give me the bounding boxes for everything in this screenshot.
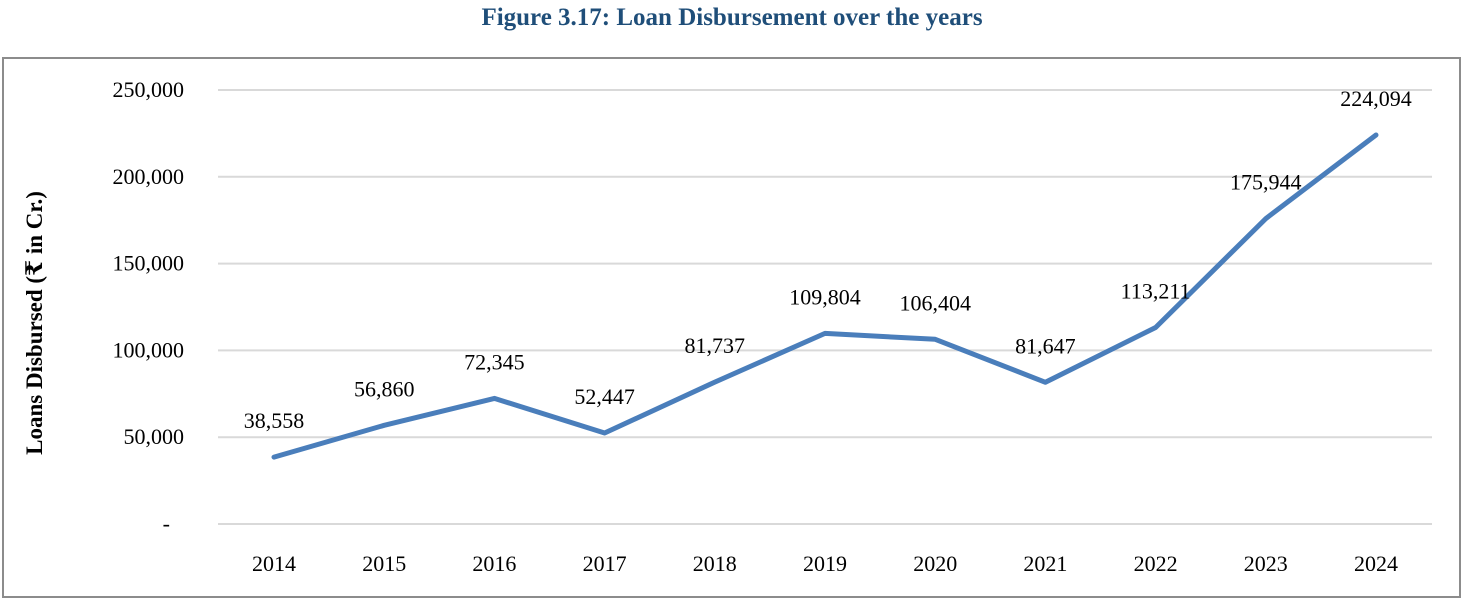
x-axis-ticks: 2014 2015 2016 2017 2018 2019 2020 2021 2022 2023… bbox=[252, 551, 1398, 576]
x-tick-label: 2015 bbox=[362, 551, 406, 576]
data-label: 72,345 bbox=[464, 349, 525, 374]
data-label: 52,447 bbox=[574, 384, 635, 409]
x-tick-label: 2016 bbox=[472, 551, 516, 576]
x-tick-label: 2021 bbox=[1023, 551, 1067, 576]
figure-title: Figure 3.17: Loan Disbursement over the … bbox=[481, 4, 983, 31]
x-tick-label: 2024 bbox=[1354, 551, 1398, 576]
y-tick-label: 200,000 bbox=[113, 164, 185, 189]
data-label: 224,094 bbox=[1340, 86, 1412, 111]
data-label: 106,404 bbox=[899, 290, 971, 315]
y-axis-label: Loans Disbursed (₹ in Cr.) bbox=[22, 191, 47, 455]
data-label: 81,647 bbox=[1015, 333, 1076, 358]
data-label: 56,860 bbox=[354, 376, 415, 401]
y-tick-label: 50,000 bbox=[124, 424, 185, 449]
x-tick-label: 2017 bbox=[583, 551, 627, 576]
x-tick-label: 2018 bbox=[693, 551, 737, 576]
gridlines bbox=[218, 89, 1432, 525]
y-tick-label: 100,000 bbox=[113, 337, 185, 362]
x-tick-label: 2023 bbox=[1244, 551, 1288, 576]
x-tick-label: 2014 bbox=[252, 551, 296, 576]
chart-frame bbox=[2, 57, 1461, 598]
x-tick-label: 2022 bbox=[1134, 551, 1178, 576]
data-label: 81,737 bbox=[685, 333, 746, 358]
data-label: 113,211 bbox=[1121, 278, 1191, 303]
series-line bbox=[271, 132, 1379, 460]
data-labels: 38,558 56,860 72,345 52,447 81,737 109,804 106… bbox=[244, 86, 1412, 433]
y-axis-ticks: - 50,000 100,000 150,000 200,000 250,000 bbox=[113, 77, 185, 536]
y-tick-label: 250,000 bbox=[113, 77, 185, 102]
y-tick-label: - bbox=[163, 511, 170, 536]
x-tick-label: 2019 bbox=[803, 551, 847, 576]
y-tick-label: 150,000 bbox=[113, 251, 185, 276]
data-label: 38,558 bbox=[244, 408, 305, 433]
x-tick-label: 2020 bbox=[913, 551, 957, 576]
data-label: 109,804 bbox=[789, 284, 861, 309]
data-label: 175,944 bbox=[1230, 170, 1302, 195]
